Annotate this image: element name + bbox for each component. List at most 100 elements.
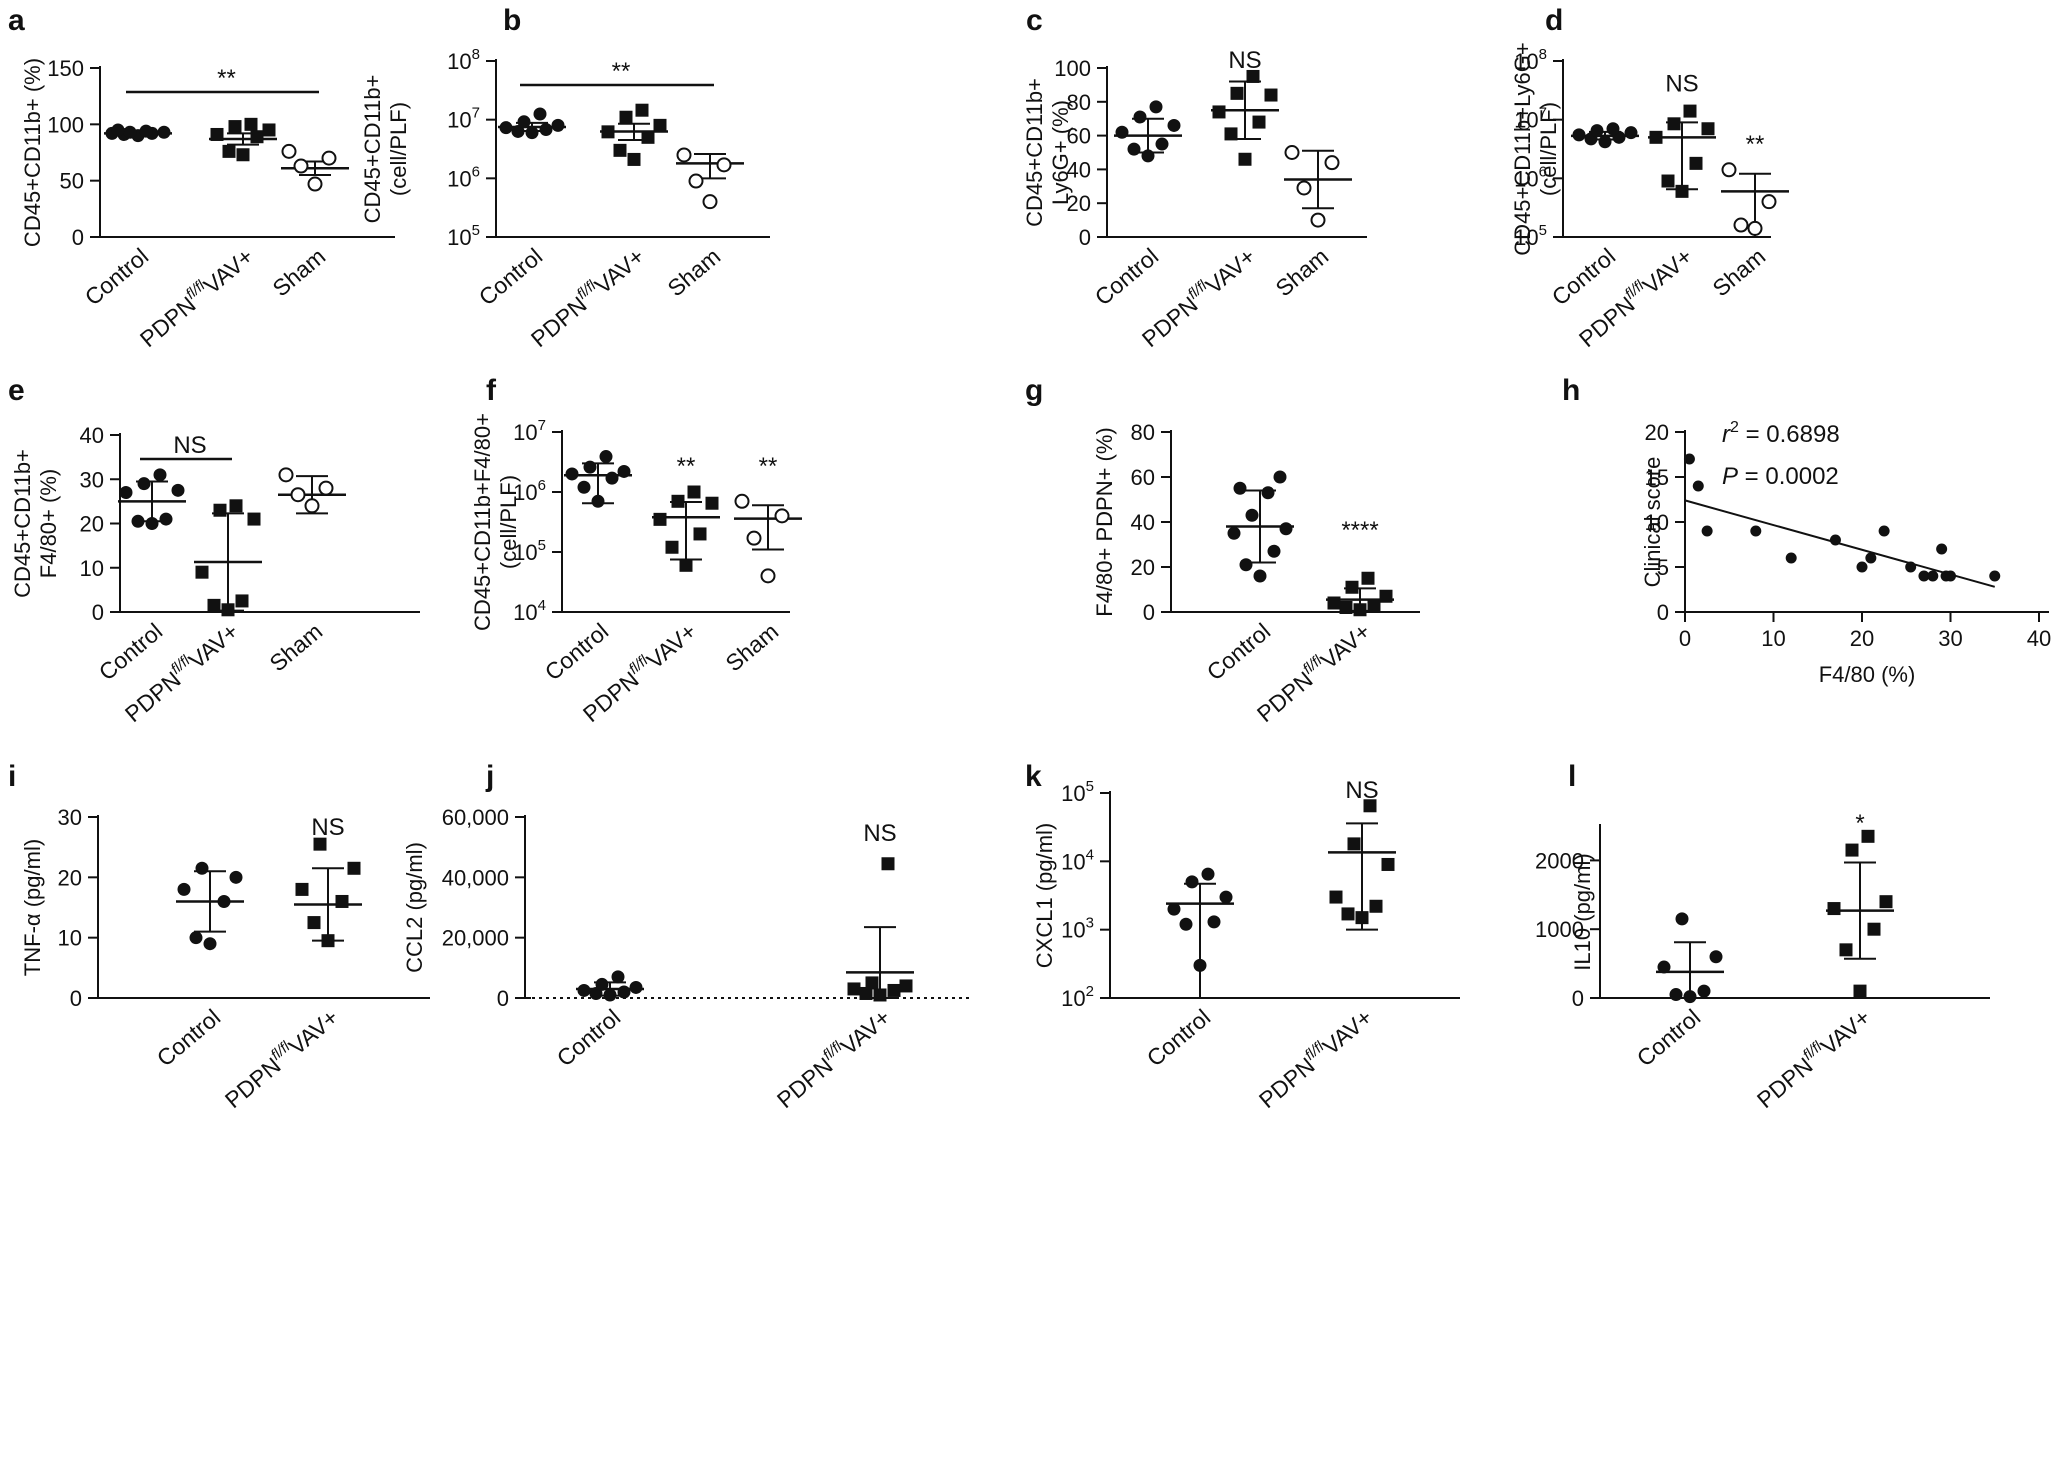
- y-tick-label: 0: [1657, 600, 1669, 625]
- data-point: [1606, 122, 1620, 136]
- x-category-label: Control: [152, 1004, 226, 1072]
- y-tick-base: 10: [1061, 849, 1085, 874]
- p-value-stat: P = 0.0002: [1722, 463, 1839, 490]
- y-tick-label: 5: [1657, 555, 1669, 580]
- data-point: [235, 594, 249, 608]
- panel-h: h 0 5 10 15 20 Clinical score 0 10 20 30 40 F4/80 (%…: [1562, 374, 2051, 687]
- y-axis-label: IL10 (pg/ml): [1570, 853, 1595, 970]
- y-tick-base: 10: [1514, 49, 1538, 74]
- data-point: [1721, 162, 1737, 178]
- x-category-label: Control: [1202, 618, 1276, 686]
- y-tick-exp: 6: [538, 477, 546, 494]
- data-point: [1701, 122, 1715, 136]
- y-axis-label: (cell/PLF): [1536, 102, 1561, 196]
- data-point: [511, 124, 525, 138]
- data-point: [1572, 128, 1586, 142]
- data-point: [1361, 571, 1375, 585]
- series-1: [652, 485, 720, 572]
- y-axis-label: (cell/PLF): [496, 475, 521, 569]
- y-tick-label: 102: [1061, 983, 1094, 1011]
- y-tick-label: 105: [447, 222, 480, 250]
- y-axis-label: CCL2 (pg/ml): [402, 842, 427, 973]
- panel-i: i 0 10 20 30 TNF-α (pg/ml) ControlPDPNfl/flVAV…: [8, 760, 430, 1113]
- y-tick-label: 2000: [1535, 848, 1584, 873]
- category-base: Control: [80, 243, 154, 311]
- data-point: [293, 158, 309, 174]
- y-tick-exp: 6: [1539, 163, 1547, 180]
- significance-label: ****: [1341, 517, 1378, 544]
- data-point: [577, 480, 591, 494]
- data-point: [671, 494, 685, 508]
- y-tick-exp: 5: [472, 222, 480, 239]
- category-base: Control: [1632, 1004, 1706, 1072]
- y-tick-label: 40,000: [442, 865, 509, 890]
- series-0: [118, 468, 186, 530]
- data-point: [1273, 470, 1287, 484]
- data-point: [1115, 125, 1129, 139]
- r-squared-value: = 0.6898: [1739, 421, 1840, 448]
- category-base: Sham: [264, 618, 327, 677]
- data-point: [525, 126, 539, 140]
- y-tick-label: 107: [1514, 105, 1547, 133]
- series-0: [576, 970, 644, 1002]
- data-point: [1701, 525, 1713, 537]
- data-point: [1353, 603, 1367, 617]
- data-point: [1381, 857, 1395, 871]
- data-point: [1179, 917, 1193, 931]
- data-point: [1598, 135, 1612, 149]
- data-point: [1750, 525, 1762, 537]
- data-point: [1867, 922, 1881, 936]
- category-tail: VAV+: [1318, 1004, 1378, 1060]
- y-tick-label: 0: [72, 225, 84, 250]
- data-point: [665, 540, 679, 554]
- y-tick-label: 1000: [1535, 917, 1584, 942]
- y-tick-label: 10: [80, 556, 104, 581]
- data-point: [619, 110, 633, 124]
- data-point: [1367, 598, 1381, 612]
- x-category-label: Sham: [1270, 243, 1333, 302]
- y-tick-label: 30: [80, 467, 104, 492]
- data-point: [1227, 526, 1241, 540]
- data-point: [679, 558, 693, 572]
- panel-letter: j: [485, 760, 494, 793]
- y-tick-exp: 8: [1539, 46, 1547, 63]
- data-point: [599, 450, 613, 464]
- data-point: [157, 125, 171, 139]
- y-tick-label: 20,000: [442, 926, 509, 951]
- data-point: [1284, 145, 1300, 160]
- series-0: [1166, 867, 1234, 999]
- y-tick-label: 0: [497, 986, 509, 1011]
- y-tick-label: 20: [58, 865, 82, 890]
- y-axis-label: F4/80+ PDPN+ (%): [1092, 427, 1117, 617]
- data-point: [1856, 561, 1868, 573]
- data-point: [1167, 902, 1181, 916]
- y-axis-label: CD45+CD11b+Ly6G+: [1510, 42, 1535, 255]
- data-point: [1238, 152, 1252, 166]
- significance-label: **: [677, 453, 696, 480]
- data-point: [228, 120, 242, 134]
- x-category-label: Sham: [662, 243, 725, 302]
- data-point: [635, 103, 649, 117]
- y-tick-label: 40: [1131, 510, 1155, 535]
- data-point: [313, 837, 327, 851]
- data-point: [1133, 110, 1147, 124]
- y-tick-exp: 2: [1086, 983, 1094, 1000]
- y-tick-base: 10: [447, 225, 471, 250]
- x-category-label: Control: [552, 1004, 626, 1072]
- series-0: [104, 123, 172, 143]
- series-2: [281, 143, 349, 192]
- y-tick-exp: 7: [472, 105, 480, 122]
- data-point: [1239, 558, 1253, 572]
- data-point: [1324, 155, 1340, 171]
- data-point: [1155, 137, 1169, 151]
- data-point: [653, 118, 667, 132]
- y-tick-label: 104: [513, 597, 546, 625]
- category-base: Control: [152, 1004, 226, 1072]
- data-point: [847, 982, 861, 996]
- series-1: [209, 117, 277, 162]
- data-point: [1683, 990, 1697, 1004]
- y-tick-label: 40: [80, 423, 104, 448]
- data-point: [1264, 88, 1278, 102]
